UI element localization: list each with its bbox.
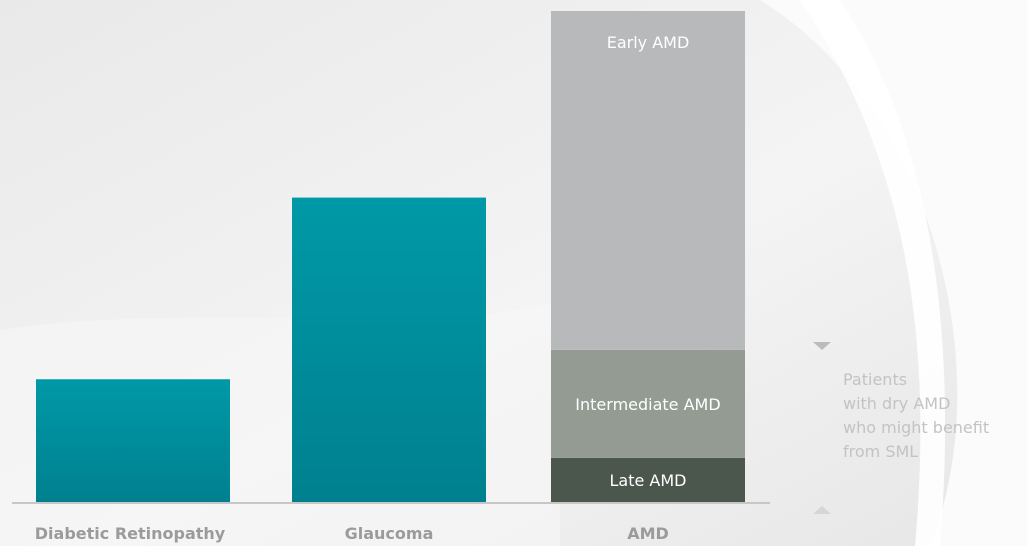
annotation-line: from SML — [843, 442, 919, 461]
category-label: AMD — [627, 524, 669, 543]
triangle-down-icon — [813, 342, 831, 350]
segment-label: Intermediate AMD — [575, 395, 720, 414]
bar-segment — [551, 349, 745, 458]
annotation-text: Patients with dry AMD who might benefit … — [843, 368, 1027, 464]
bar — [292, 197, 486, 502]
annotation-line: Patients — [843, 370, 908, 389]
bar — [36, 379, 230, 502]
triangle-up-icon — [813, 506, 831, 514]
bar-segment — [551, 11, 745, 350]
category-label: Glaucoma — [345, 524, 434, 543]
annotation-line: with dry AMD — [843, 394, 951, 413]
category-label: Diabetic Retinopathy — [35, 524, 226, 543]
annotation-line: who might benefit — [843, 418, 990, 437]
segment-label: Early AMD — [607, 33, 690, 52]
segment-label: Late AMD — [610, 471, 687, 490]
bar-segment — [551, 457, 745, 502]
